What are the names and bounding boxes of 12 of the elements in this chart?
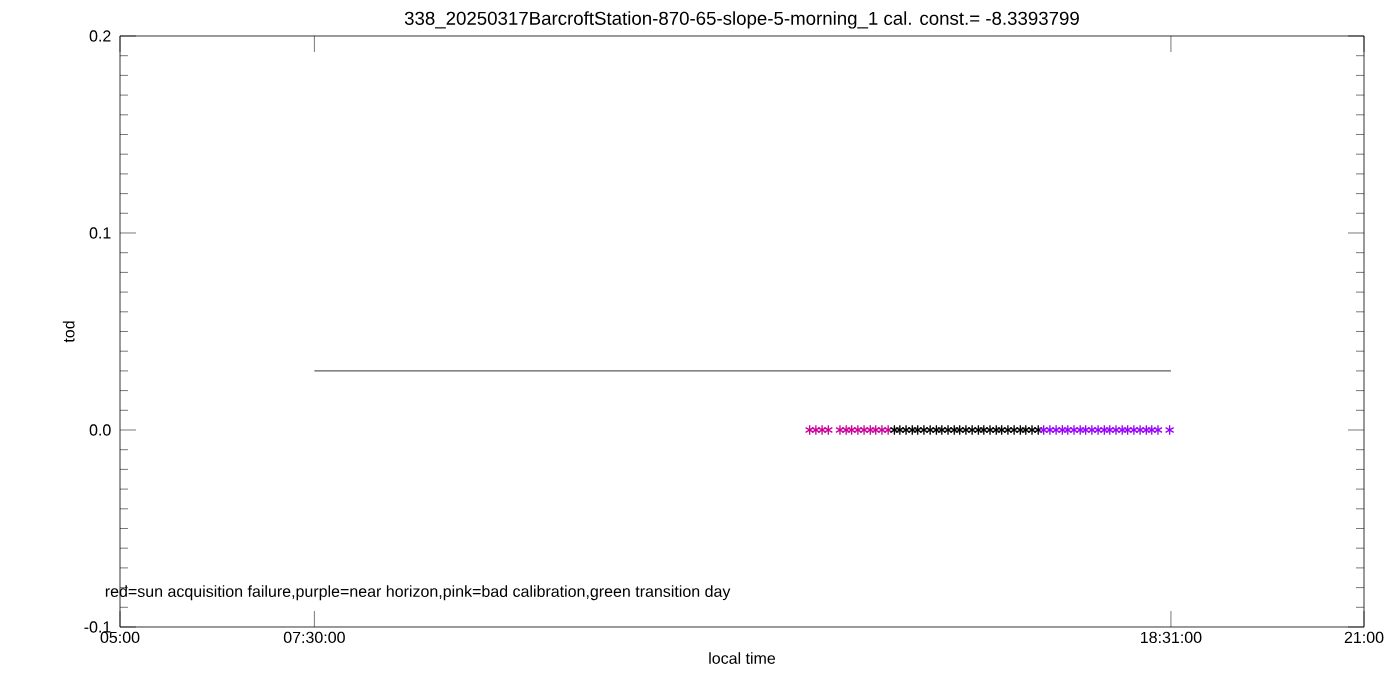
y-tick-label: 0.2: [89, 30, 111, 42]
y-axis-title: tod: [62, 321, 75, 343]
x-tick-label: 05:00: [100, 631, 140, 644]
x-tick-label: 21:00: [1344, 631, 1384, 644]
y-tick-label: 0.0: [89, 424, 111, 436]
y-tick-label: -0.1: [84, 621, 111, 633]
y-tick-label: 0.1: [89, 227, 111, 239]
annotation: red=sun acquisition failure,purple=near horizon,pink=bad calibration,green transition day: [105, 585, 731, 601]
chart-title: 338_20250317BarcroftStation-870-65-slope-5-morning_1 cal. const.= -8.3393799: [404, 11, 1079, 29]
x-axis-title: local time: [709, 652, 776, 664]
x-tick-label: 18:31:00: [1141, 631, 1202, 644]
x-tick-label: 07:30:00: [283, 631, 345, 644]
